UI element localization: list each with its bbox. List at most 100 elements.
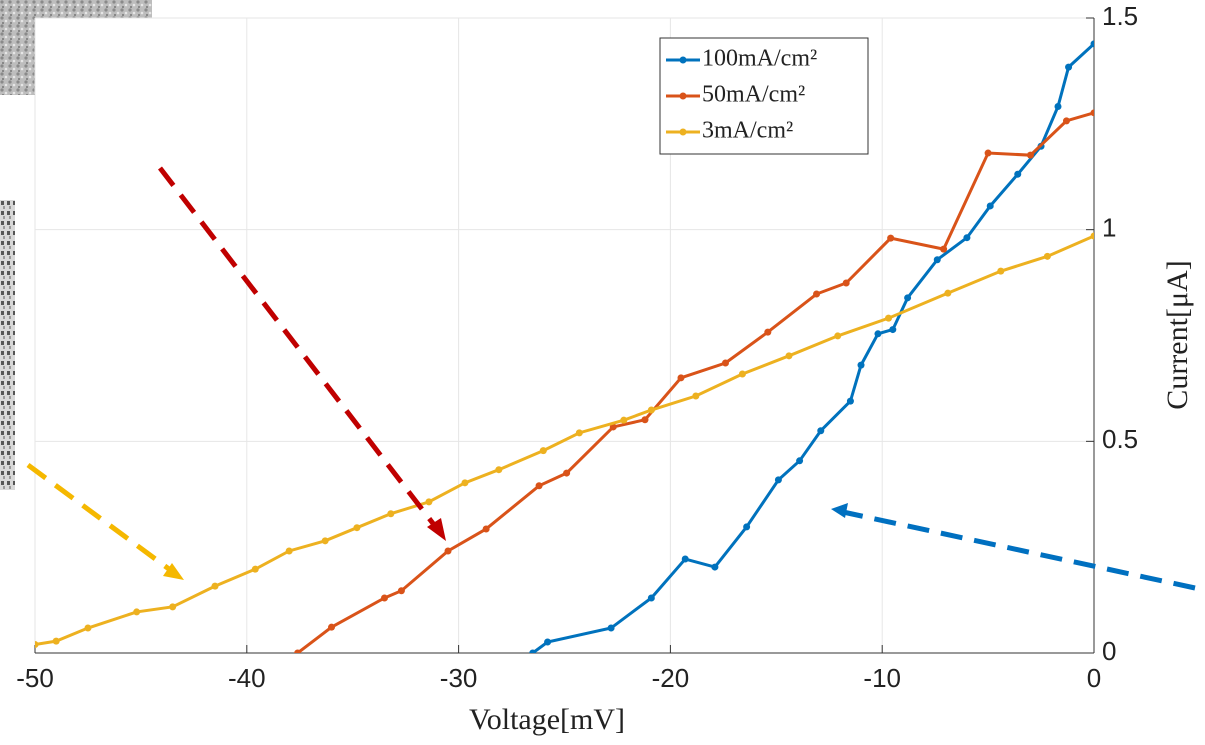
data-point	[211, 582, 219, 590]
data-point	[711, 563, 719, 571]
y-axis-label: Current[μA]	[1161, 260, 1194, 409]
data-point	[889, 326, 897, 334]
data-point	[1090, 40, 1094, 48]
data-point	[1062, 117, 1070, 125]
data-point	[721, 359, 729, 367]
data-point	[997, 267, 1005, 275]
arrowhead	[831, 503, 848, 518]
data-point	[692, 392, 700, 400]
data-point	[133, 608, 141, 616]
data-point	[986, 202, 994, 210]
data-point	[834, 332, 842, 340]
data-point	[817, 427, 825, 435]
data-point	[461, 479, 469, 487]
data-point	[796, 457, 804, 465]
data-point	[328, 623, 336, 631]
x-tick-label: -20	[652, 663, 690, 693]
x-tick-label: -30	[440, 663, 478, 693]
y-tick-label: 0	[1102, 636, 1116, 666]
data-point	[84, 624, 92, 632]
data-point	[294, 649, 302, 653]
data-point	[785, 352, 793, 360]
data-point	[575, 429, 583, 437]
y-tick-label: 1.5	[1102, 1, 1138, 31]
y-tick-label: 1	[1102, 213, 1116, 243]
data-point	[874, 330, 882, 338]
data-point	[539, 447, 547, 455]
data-point	[495, 466, 503, 474]
data-point	[842, 279, 850, 287]
data-point	[425, 498, 433, 506]
data-point	[535, 482, 543, 490]
y-tick-label: 0.5	[1102, 424, 1138, 454]
data-point	[285, 547, 293, 555]
data-point	[885, 314, 893, 322]
annotations	[26, 166, 1196, 591]
grid: -50 -40 -30 -20 -10 00 0.5 1 1.5	[16, 1, 1138, 693]
data-point	[774, 476, 782, 484]
data-point	[641, 416, 649, 424]
arrow	[158, 166, 440, 532]
data-point	[647, 406, 655, 414]
data-point	[1054, 102, 1062, 110]
data-point	[544, 638, 552, 646]
x-axis-label: Voltage[mV]	[469, 703, 625, 736]
legend: 100mA/cm² 50mA/cm² 3mA/cm²	[659, 37, 869, 155]
data-point	[984, 149, 992, 157]
legend-marker	[679, 56, 687, 64]
plot-area	[35, 40, 1094, 653]
data-point	[904, 294, 912, 302]
data-point	[607, 624, 615, 632]
plot-background	[35, 18, 1094, 653]
legend-label: 3mA/cm²	[702, 118, 793, 144]
arrow	[26, 462, 175, 575]
data-point	[620, 416, 628, 424]
data-point	[444, 547, 452, 555]
data-point	[647, 594, 655, 602]
data-point	[846, 397, 854, 405]
legend-label: 100mA/cm²	[702, 46, 817, 72]
data-point	[887, 234, 895, 242]
data-point	[764, 328, 772, 336]
data-point	[1014, 170, 1022, 178]
x-tick-label: 0	[1087, 663, 1101, 693]
data-point	[1090, 232, 1094, 240]
arrow	[842, 509, 1196, 591]
data-point	[529, 649, 537, 653]
data-point	[380, 594, 388, 602]
data-point	[321, 537, 329, 545]
data-point	[681, 555, 689, 563]
x-tick-label: -10	[863, 663, 901, 693]
data-point	[743, 523, 751, 531]
data-point	[251, 565, 259, 573]
data-point	[169, 603, 177, 611]
inset-image	[0, 200, 15, 490]
data-point	[738, 370, 746, 378]
data-point	[482, 525, 490, 533]
data-point	[387, 510, 395, 518]
data-point	[963, 234, 971, 242]
data-point	[933, 256, 941, 264]
data-point	[52, 637, 60, 645]
data-point	[563, 469, 571, 477]
data-point	[1090, 109, 1094, 117]
data-point	[397, 587, 405, 595]
data-point	[1065, 63, 1073, 71]
data-point	[35, 641, 39, 649]
arrowhead	[163, 563, 184, 580]
data-point	[944, 289, 952, 297]
x-tick-label: -40	[228, 663, 266, 693]
legend-marker	[679, 128, 687, 136]
data-point	[1043, 252, 1051, 260]
data-point	[677, 374, 685, 382]
data-point	[1026, 151, 1034, 159]
x-tick-label: -50	[16, 663, 54, 693]
data-point	[353, 524, 361, 532]
legend-marker	[679, 92, 687, 100]
data-point	[940, 245, 948, 253]
data-point	[813, 290, 821, 298]
legend-label: 50mA/cm²	[702, 82, 805, 108]
arrowhead	[427, 518, 446, 541]
data-point	[857, 361, 865, 369]
